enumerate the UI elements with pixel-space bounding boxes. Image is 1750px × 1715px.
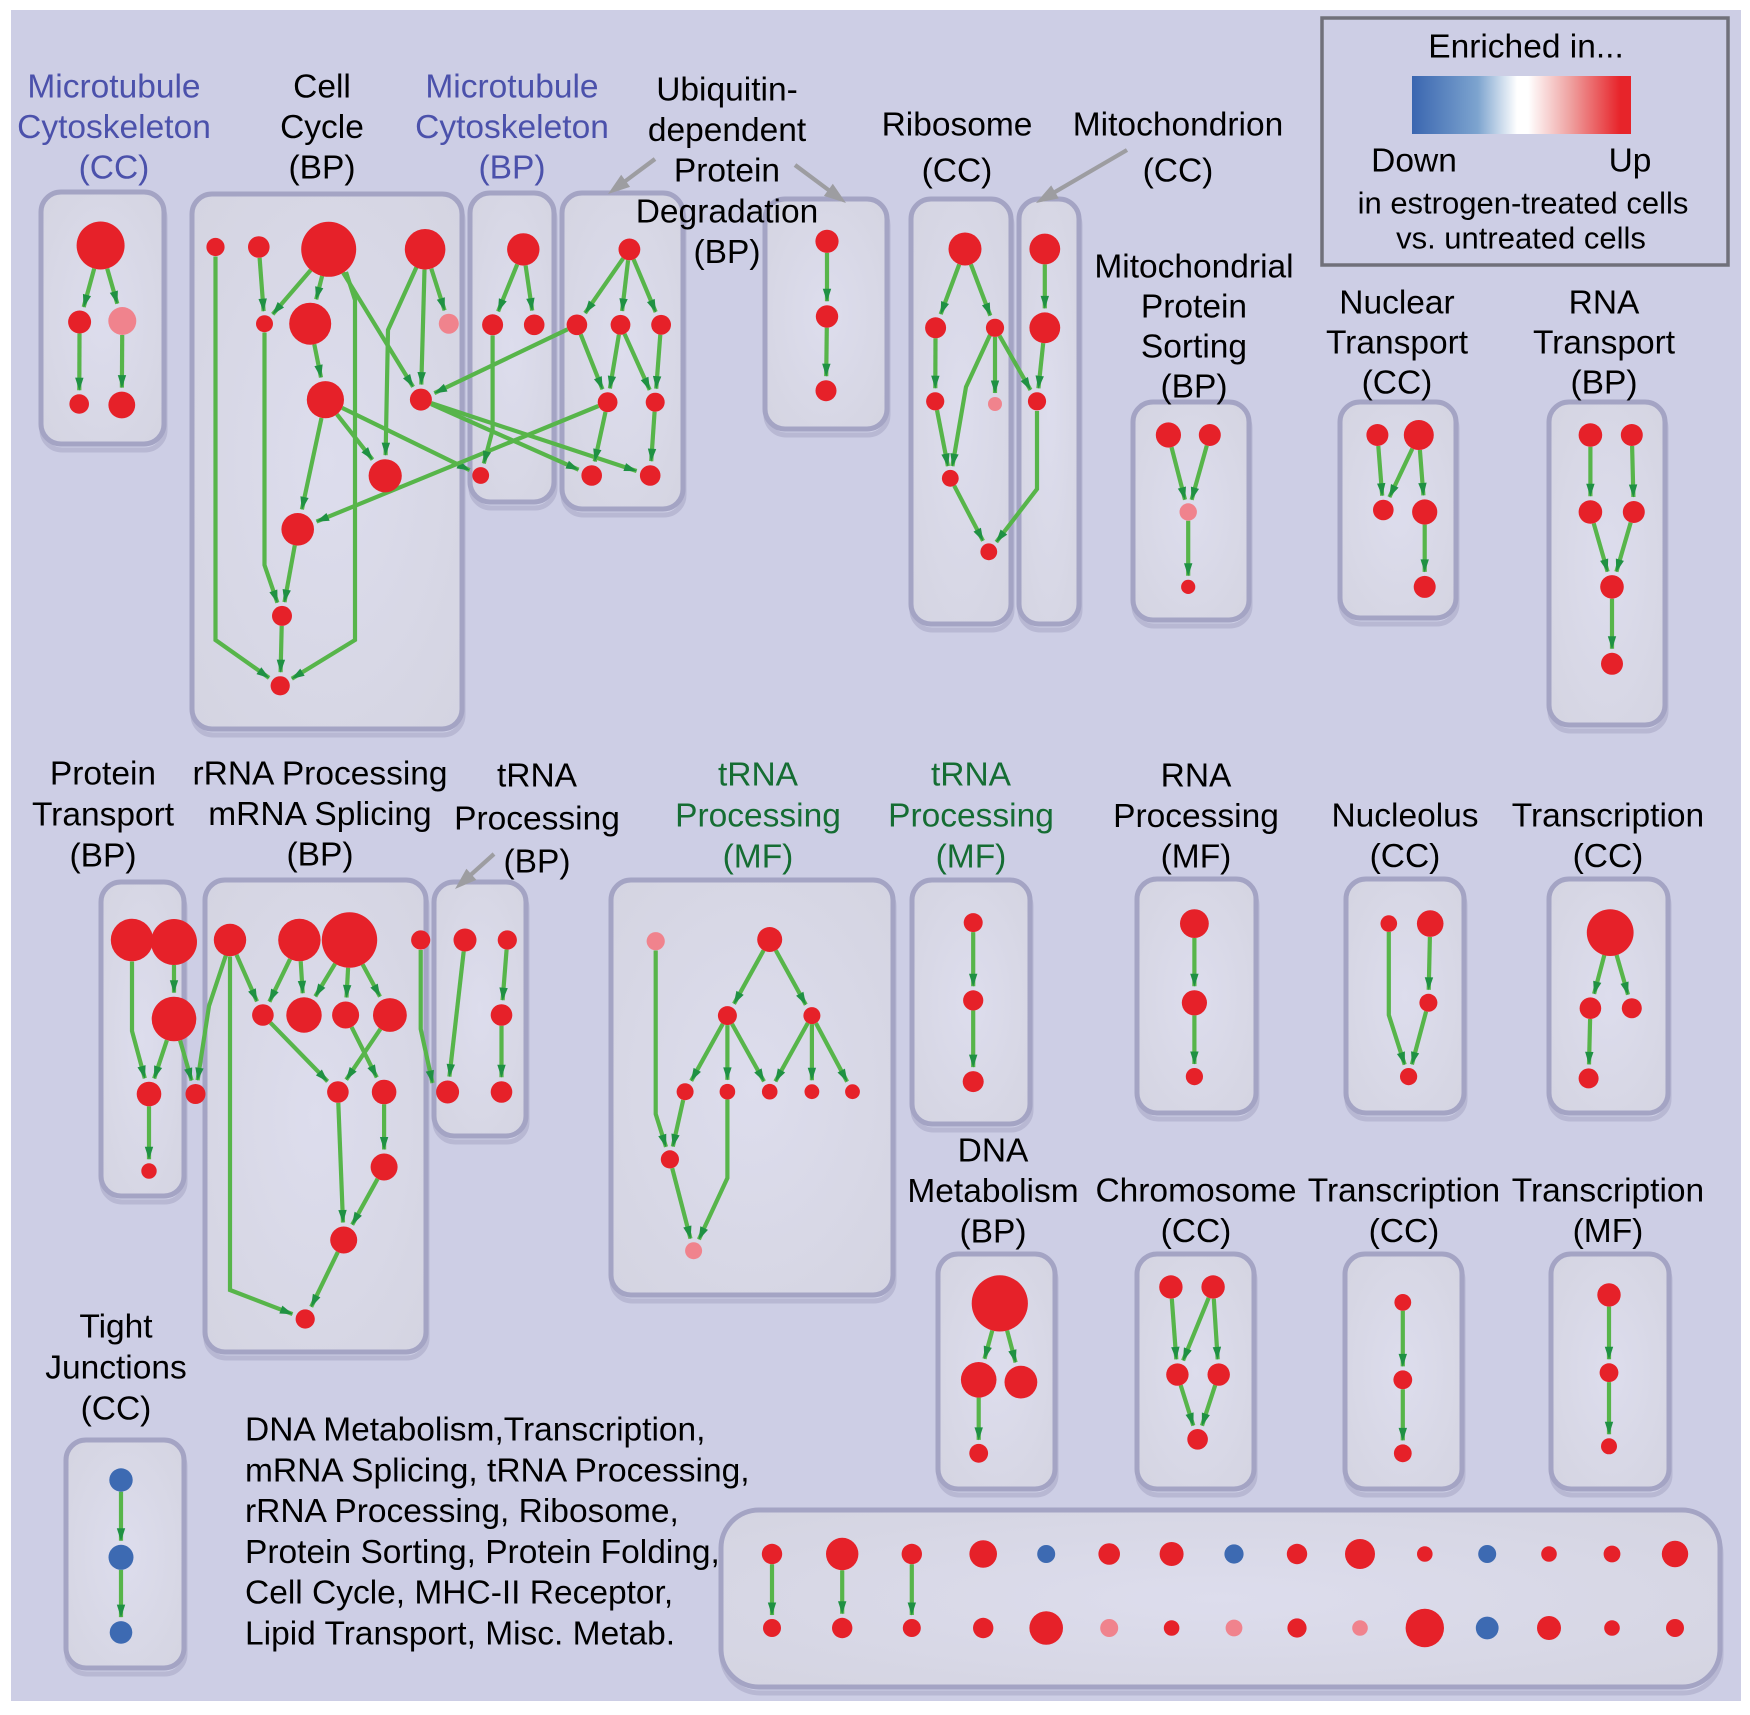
svg-text:(BP): (BP) [70,838,137,875]
svg-text:(BP): (BP) [504,844,571,881]
svg-text:DNA Metabolism,Transcription,: DNA Metabolism,Transcription, [245,1412,705,1449]
svg-text:(MF): (MF) [936,839,1007,876]
svg-text:(BP): (BP) [1571,365,1638,402]
svg-text:(CC): (CC) [1143,153,1214,190]
svg-text:Protein: Protein [50,756,156,793]
svg-text:dependent: dependent [648,112,807,149]
svg-text:Processing: Processing [675,798,841,835]
svg-text:rRNA Processing: rRNA Processing [192,756,447,793]
svg-text:Transcription: Transcription [1512,1173,1704,1210]
svg-text:Tight: Tight [79,1309,153,1346]
svg-text:Mitochondrion: Mitochondrion [1073,107,1283,144]
svg-text:Enriched in...: Enriched in... [1428,29,1624,66]
svg-text:Transport: Transport [1533,325,1676,362]
svg-text:vs. untreated cells: vs. untreated cells [1396,221,1646,256]
svg-text:(BP): (BP) [287,837,354,874]
svg-text:Ribosome: Ribosome [882,107,1033,144]
svg-text:Transcription: Transcription [1512,798,1704,835]
svg-text:(MF): (MF) [1573,1213,1644,1250]
svg-text:mRNA Splicing: mRNA Splicing [208,796,431,833]
svg-text:(CC): (CC) [922,153,993,190]
svg-text:(BP): (BP) [694,234,761,271]
svg-text:(CC): (CC) [81,1391,152,1428]
svg-text:tRNA: tRNA [718,757,799,794]
svg-text:Down: Down [1371,143,1457,180]
svg-text:(CC): (CC) [1362,365,1433,402]
svg-text:Processing: Processing [454,801,620,838]
svg-text:Chromosome: Chromosome [1095,1173,1296,1210]
svg-text:(CC): (CC) [1573,838,1644,875]
svg-text:Processing: Processing [888,798,1054,835]
svg-text:Microtubule: Microtubule [425,69,598,106]
svg-text:(CC): (CC) [79,150,150,187]
svg-text:Transcription: Transcription [1308,1173,1500,1210]
svg-text:Ubiquitin-: Ubiquitin- [656,72,798,109]
svg-text:in estrogen-treated cells: in estrogen-treated cells [1358,186,1689,221]
svg-text:rRNA Processing, Ribosome,: rRNA Processing, Ribosome, [245,1493,679,1530]
svg-text:(BP): (BP) [479,150,546,187]
svg-text:RNA: RNA [1161,758,1232,795]
svg-text:Up: Up [1609,143,1652,180]
svg-text:Cell: Cell [293,69,351,106]
svg-text:Sorting: Sorting [1141,329,1247,366]
svg-text:Cytoskeleton: Cytoskeleton [415,109,609,146]
svg-text:(MF): (MF) [723,839,794,876]
svg-text:(MF): (MF) [1161,839,1232,876]
svg-text:(CC): (CC) [1161,1213,1232,1250]
svg-text:Lipid Transport, Misc. Metab.: Lipid Transport, Misc. Metab. [245,1616,675,1653]
svg-text:Transport: Transport [1326,325,1469,362]
svg-text:(CC): (CC) [1370,838,1441,875]
svg-text:Cytoskeleton: Cytoskeleton [17,109,211,146]
svg-text:Protein: Protein [674,153,780,190]
svg-text:Junctions: Junctions [45,1350,187,1387]
svg-text:Protein: Protein [1141,289,1247,326]
svg-text:Metabolism: Metabolism [907,1173,1078,1210]
svg-text:Transport: Transport [32,797,175,834]
svg-text:(BP): (BP) [289,150,356,187]
svg-text:RNA: RNA [1569,285,1640,322]
svg-text:Microtubule: Microtubule [27,69,200,106]
svg-text:Degradation: Degradation [636,193,819,230]
svg-text:tRNA: tRNA [931,757,1012,794]
svg-text:Nuclear: Nuclear [1339,285,1454,322]
svg-text:Mitochondrial: Mitochondrial [1094,249,1293,286]
svg-text:(BP): (BP) [1161,369,1228,406]
svg-text:Cycle: Cycle [280,109,364,146]
svg-text:DNA: DNA [958,1133,1029,1170]
svg-text:Nucleolus: Nucleolus [1331,798,1478,835]
svg-text:(BP): (BP) [960,1214,1027,1251]
svg-text:Processing: Processing [1113,798,1279,835]
svg-text:(CC): (CC) [1369,1213,1440,1250]
svg-text:tRNA: tRNA [497,758,578,795]
svg-text:Cell Cycle, MHC-II Receptor,: Cell Cycle, MHC-II Receptor, [245,1575,673,1612]
svg-text:Protein Sorting, Protein Foldi: Protein Sorting, Protein Folding, [245,1534,720,1571]
svg-text:mRNA Splicing, tRNA Processing: mRNA Splicing, tRNA Processing, [245,1452,750,1489]
